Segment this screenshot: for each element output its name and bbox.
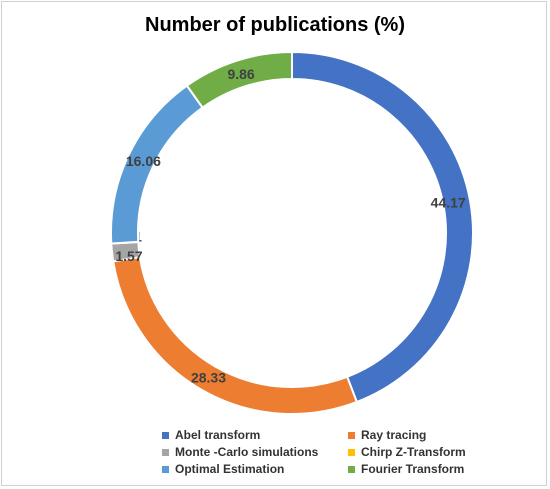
chart-title: Number of publications (%) bbox=[145, 14, 405, 36]
legend-swatch bbox=[162, 431, 169, 439]
legend-label: Ray tracing bbox=[361, 428, 427, 442]
legend-label: Chirp Z-Transform bbox=[361, 445, 466, 459]
legend-item: Abel transform bbox=[162, 427, 348, 443]
data-label: 9.86 bbox=[227, 66, 254, 82]
legend-label: Monte -Carlo simulations bbox=[175, 445, 319, 459]
slice-abel-transform bbox=[291, 50, 474, 404]
data-label: 44.17 bbox=[431, 195, 466, 211]
legend-item: Monte -Carlo simulations bbox=[162, 444, 348, 460]
data-label: 28.33 bbox=[191, 370, 226, 386]
legend-swatch bbox=[162, 448, 169, 456]
legend-swatch bbox=[348, 431, 355, 439]
slice-fourier-transform bbox=[185, 50, 293, 110]
data-label: 1.57 bbox=[115, 248, 142, 264]
legend-label: Abel transform bbox=[175, 428, 261, 442]
legend-item: Chirp Z-Transform bbox=[348, 444, 518, 460]
legend-swatch bbox=[348, 465, 355, 473]
legend-item: Fourier Transform bbox=[348, 461, 518, 477]
legend: Abel transform Ray tracing Monte -Carlo si… bbox=[162, 427, 522, 477]
legend-item: Optimal Estimation bbox=[162, 461, 348, 477]
legend-label: Fourier Transform bbox=[361, 462, 465, 476]
legend-item: Ray tracing bbox=[348, 427, 518, 443]
legend-swatch bbox=[348, 448, 355, 456]
data-label: 16.06 bbox=[126, 153, 161, 169]
legend-label: Optimal Estimation bbox=[175, 462, 285, 476]
legend-swatch bbox=[162, 465, 169, 473]
slice-ray-tracing bbox=[112, 255, 359, 415]
